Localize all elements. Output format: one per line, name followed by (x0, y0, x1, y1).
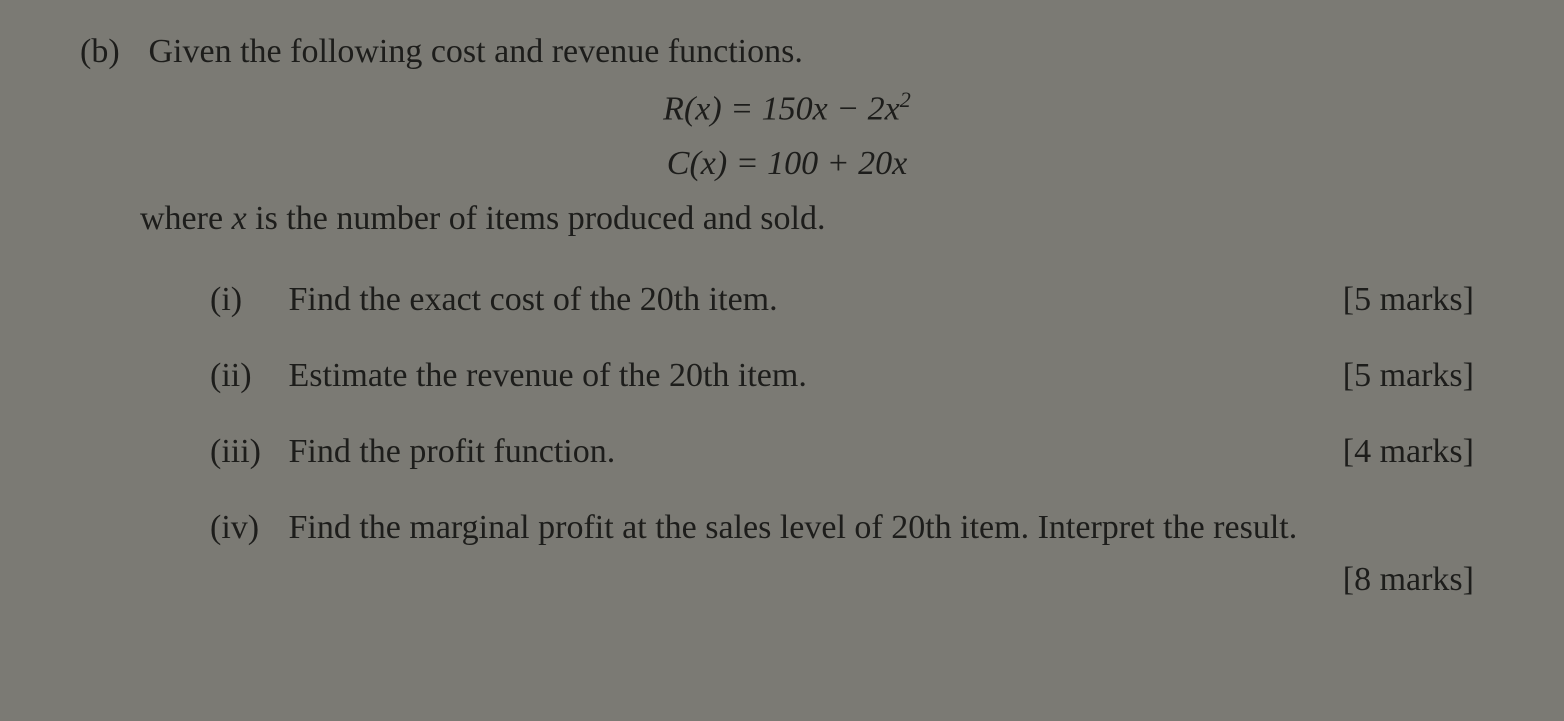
sub-marks-ii: [5 marks] (1343, 353, 1474, 399)
sub-label-i: (i) (210, 277, 280, 323)
subpart-iii: (iii) Find the profit function. [4 marks… (210, 429, 1474, 475)
rev-lhs: R(x) (663, 91, 722, 128)
cost-lhs: C(x) (667, 145, 727, 182)
sub-marks-iii: [4 marks] (1343, 429, 1474, 475)
equations-block: R(x) = 150x − 2x2 C(x) = 100 + 20x (80, 82, 1494, 191)
revenue-equation: R(x) = 150x − 2x2 (80, 82, 1494, 137)
rev-eq: = (730, 91, 761, 128)
where-prefix: where (140, 200, 232, 237)
subpart-ii: (ii) Estimate the revenue of the 20th it… (210, 353, 1474, 399)
where-var: x (232, 200, 247, 237)
sub-text-iii: Find the profit function. (289, 433, 616, 470)
page-container: (b) Given the following cost and revenue… (0, 0, 1564, 721)
sub-text-i: Find the exact cost of the 20th item. (289, 281, 778, 318)
cost-equation: C(x) = 100 + 20x (80, 137, 1494, 191)
part-label: (b) (80, 30, 140, 74)
subpart-iv: (iv) Find the marginal profit at the sal… (210, 505, 1474, 603)
subparts-list: (i) Find the exact cost of the 20th item… (210, 277, 1474, 602)
question-intro: (b) Given the following cost and revenue… (80, 30, 1494, 74)
intro-text: Given the following cost and revenue fun… (149, 33, 803, 70)
where-clause: where x is the number of items produced … (140, 197, 1494, 241)
sub-marks-i: [5 marks] (1343, 277, 1474, 323)
cost-rhs: 100 + 20x (767, 145, 907, 182)
where-suffix: is the number of items produced and sold… (247, 200, 826, 237)
rev-rhs: 150x − 2x (762, 91, 900, 128)
sub-label-iii: (iii) (210, 429, 280, 475)
sub-label-iv: (iv) (210, 505, 280, 551)
sub-text-ii: Estimate the revenue of the 20th item. (289, 357, 807, 394)
sub-label-ii: (ii) (210, 353, 280, 399)
cost-eq: = (736, 145, 767, 182)
rev-exp: 2 (900, 87, 911, 112)
sub-marks-iv: [8 marks] (210, 557, 1474, 603)
sub-text-iv: Find the marginal profit at the sales le… (289, 509, 1298, 546)
subpart-i: (i) Find the exact cost of the 20th item… (210, 277, 1474, 323)
